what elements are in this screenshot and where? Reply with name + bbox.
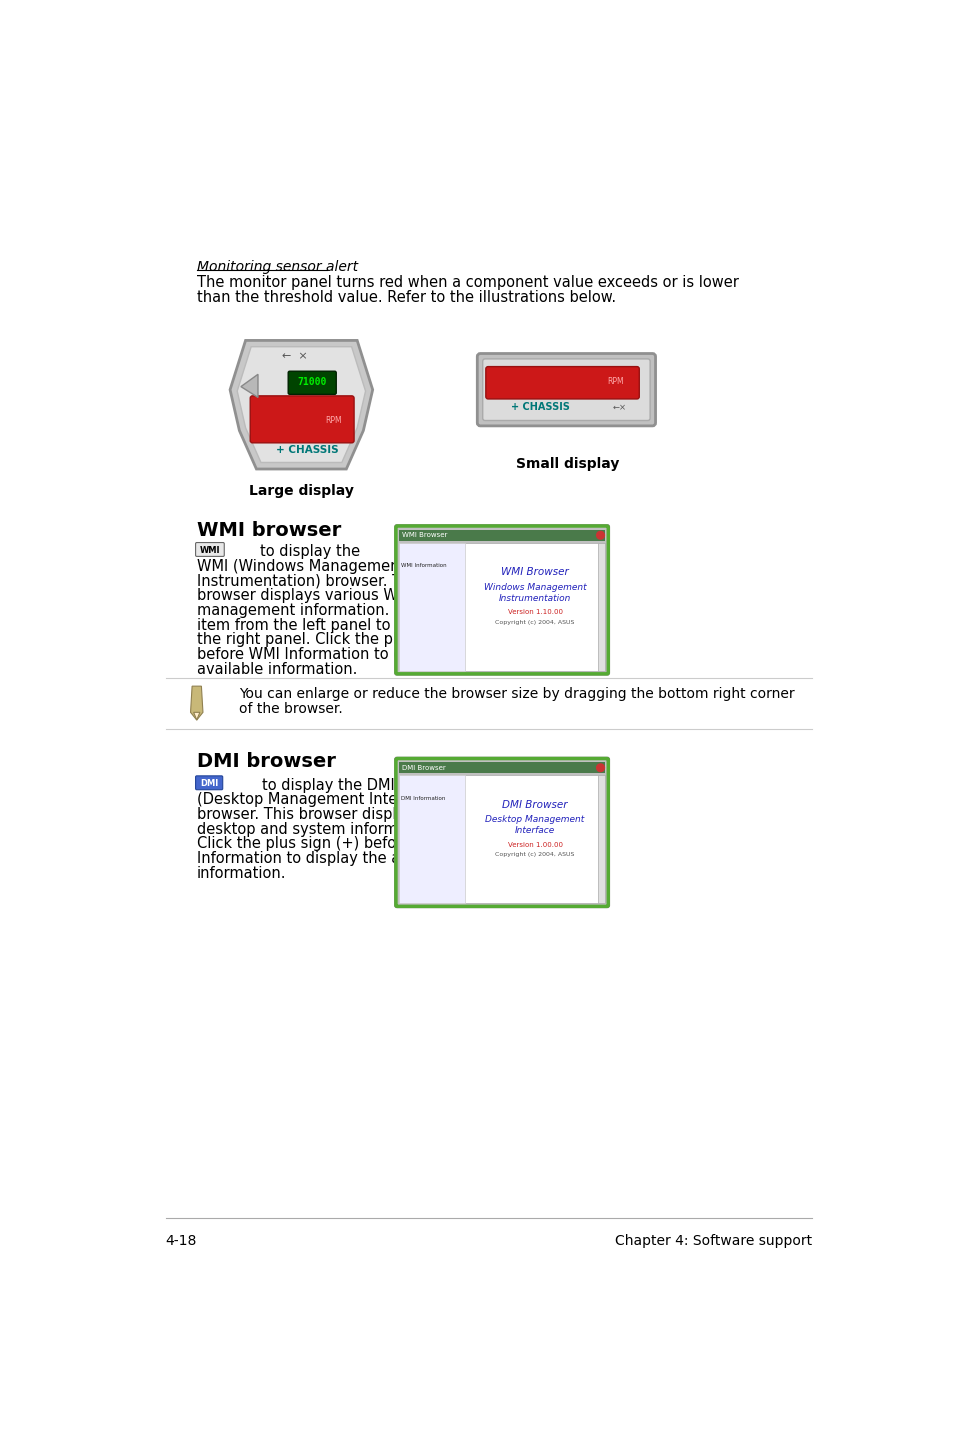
FancyBboxPatch shape — [395, 525, 608, 674]
Text: Chapter 4: Software support: Chapter 4: Software support — [615, 1234, 811, 1248]
Polygon shape — [237, 347, 365, 463]
Text: item from the left panel to display on: item from the left panel to display on — [196, 617, 470, 633]
FancyBboxPatch shape — [476, 354, 655, 426]
Text: WMI Browser: WMI Browser — [500, 567, 568, 577]
Text: ←×: ←× — [612, 403, 626, 411]
Text: The monitor panel turns red when a component value exceeds or is lower: The monitor panel turns red when a compo… — [196, 275, 738, 290]
Text: the right panel. Click the plus sign (+): the right panel. Click the plus sign (+) — [196, 633, 476, 647]
Text: DMI Browser: DMI Browser — [502, 800, 567, 810]
Text: DMI: DMI — [200, 779, 218, 788]
Text: DMI Browser: DMI Browser — [402, 765, 445, 771]
Text: WMI: WMI — [199, 546, 220, 555]
Text: Windows Management: Windows Management — [483, 582, 586, 592]
Text: 71000: 71000 — [297, 377, 327, 387]
FancyBboxPatch shape — [482, 360, 649, 420]
Text: + CHASSIS: + CHASSIS — [510, 403, 569, 413]
Text: + CHASSIS: + CHASSIS — [276, 444, 338, 454]
Text: RPM: RPM — [606, 377, 623, 385]
Circle shape — [596, 532, 604, 539]
Text: information.: information. — [196, 866, 286, 880]
Bar — [598, 775, 604, 903]
Text: management information. Click an: management information. Click an — [196, 603, 452, 618]
Text: browser displays various Windows®: browser displays various Windows® — [196, 588, 463, 604]
Bar — [398, 775, 604, 903]
Polygon shape — [230, 341, 373, 469]
Text: WMI Browser: WMI Browser — [402, 532, 447, 538]
Text: You can enlarge or reduce the browser size by dragging the bottom right corner: You can enlarge or reduce the browser si… — [239, 687, 794, 700]
FancyBboxPatch shape — [395, 758, 608, 907]
Bar — [398, 529, 604, 541]
Bar — [598, 544, 604, 670]
Text: Monitoring sensor alert: Monitoring sensor alert — [196, 260, 357, 273]
Text: WMI (Windows Management: WMI (Windows Management — [196, 559, 405, 574]
Text: RPM: RPM — [325, 416, 342, 426]
FancyBboxPatch shape — [195, 542, 224, 557]
Text: Instrumentation) browser. This: Instrumentation) browser. This — [196, 574, 421, 588]
Text: DMI browser: DMI browser — [196, 752, 335, 771]
Polygon shape — [241, 374, 257, 397]
FancyBboxPatch shape — [250, 395, 354, 443]
Text: desktop and system information.: desktop and system information. — [196, 821, 439, 837]
Polygon shape — [191, 686, 203, 720]
Text: Desktop Management: Desktop Management — [485, 815, 584, 824]
Text: to display the: to display the — [223, 545, 360, 559]
Text: Click the plus sign (+) before DMI: Click the plus sign (+) before DMI — [196, 837, 443, 851]
FancyBboxPatch shape — [195, 777, 222, 789]
Text: WMI browser: WMI browser — [196, 521, 340, 539]
Text: Instrumentation: Instrumentation — [498, 594, 571, 603]
Text: Copyright (c) 2004, ASUS: Copyright (c) 2004, ASUS — [495, 853, 574, 857]
Text: DMI Information: DMI Information — [401, 797, 445, 801]
Text: of the browser.: of the browser. — [239, 702, 343, 716]
FancyBboxPatch shape — [485, 367, 639, 398]
Text: than the threshold value. Refer to the illustrations below.: than the threshold value. Refer to the i… — [196, 290, 616, 305]
Text: Copyright (c) 2004, ASUS: Copyright (c) 2004, ASUS — [495, 620, 574, 624]
Text: Small display: Small display — [515, 457, 618, 472]
Text: Version 1.10.00: Version 1.10.00 — [507, 610, 562, 615]
Text: before WMI Information to display the: before WMI Information to display the — [196, 647, 474, 661]
Text: 4-18: 4-18 — [166, 1234, 197, 1248]
Polygon shape — [193, 712, 199, 720]
Bar — [398, 544, 464, 670]
Text: Information to display the available: Information to display the available — [196, 851, 456, 866]
Text: Interface: Interface — [515, 827, 555, 835]
Text: (Desktop Management Interface): (Desktop Management Interface) — [196, 792, 439, 807]
Text: to display the DMI: to display the DMI — [224, 778, 394, 792]
Bar — [398, 775, 464, 903]
Text: available information.: available information. — [196, 661, 356, 676]
FancyBboxPatch shape — [288, 371, 335, 394]
Text: browser. This browser displays various: browser. This browser displays various — [196, 807, 479, 823]
Bar — [398, 544, 604, 670]
Text: Large display: Large display — [249, 485, 354, 499]
Circle shape — [596, 764, 604, 772]
Text: Version 1.00.00: Version 1.00.00 — [507, 841, 562, 847]
Bar — [398, 762, 604, 774]
Text: WMI Information: WMI Information — [401, 564, 447, 568]
Text: ←  ×: ← × — [282, 351, 308, 361]
